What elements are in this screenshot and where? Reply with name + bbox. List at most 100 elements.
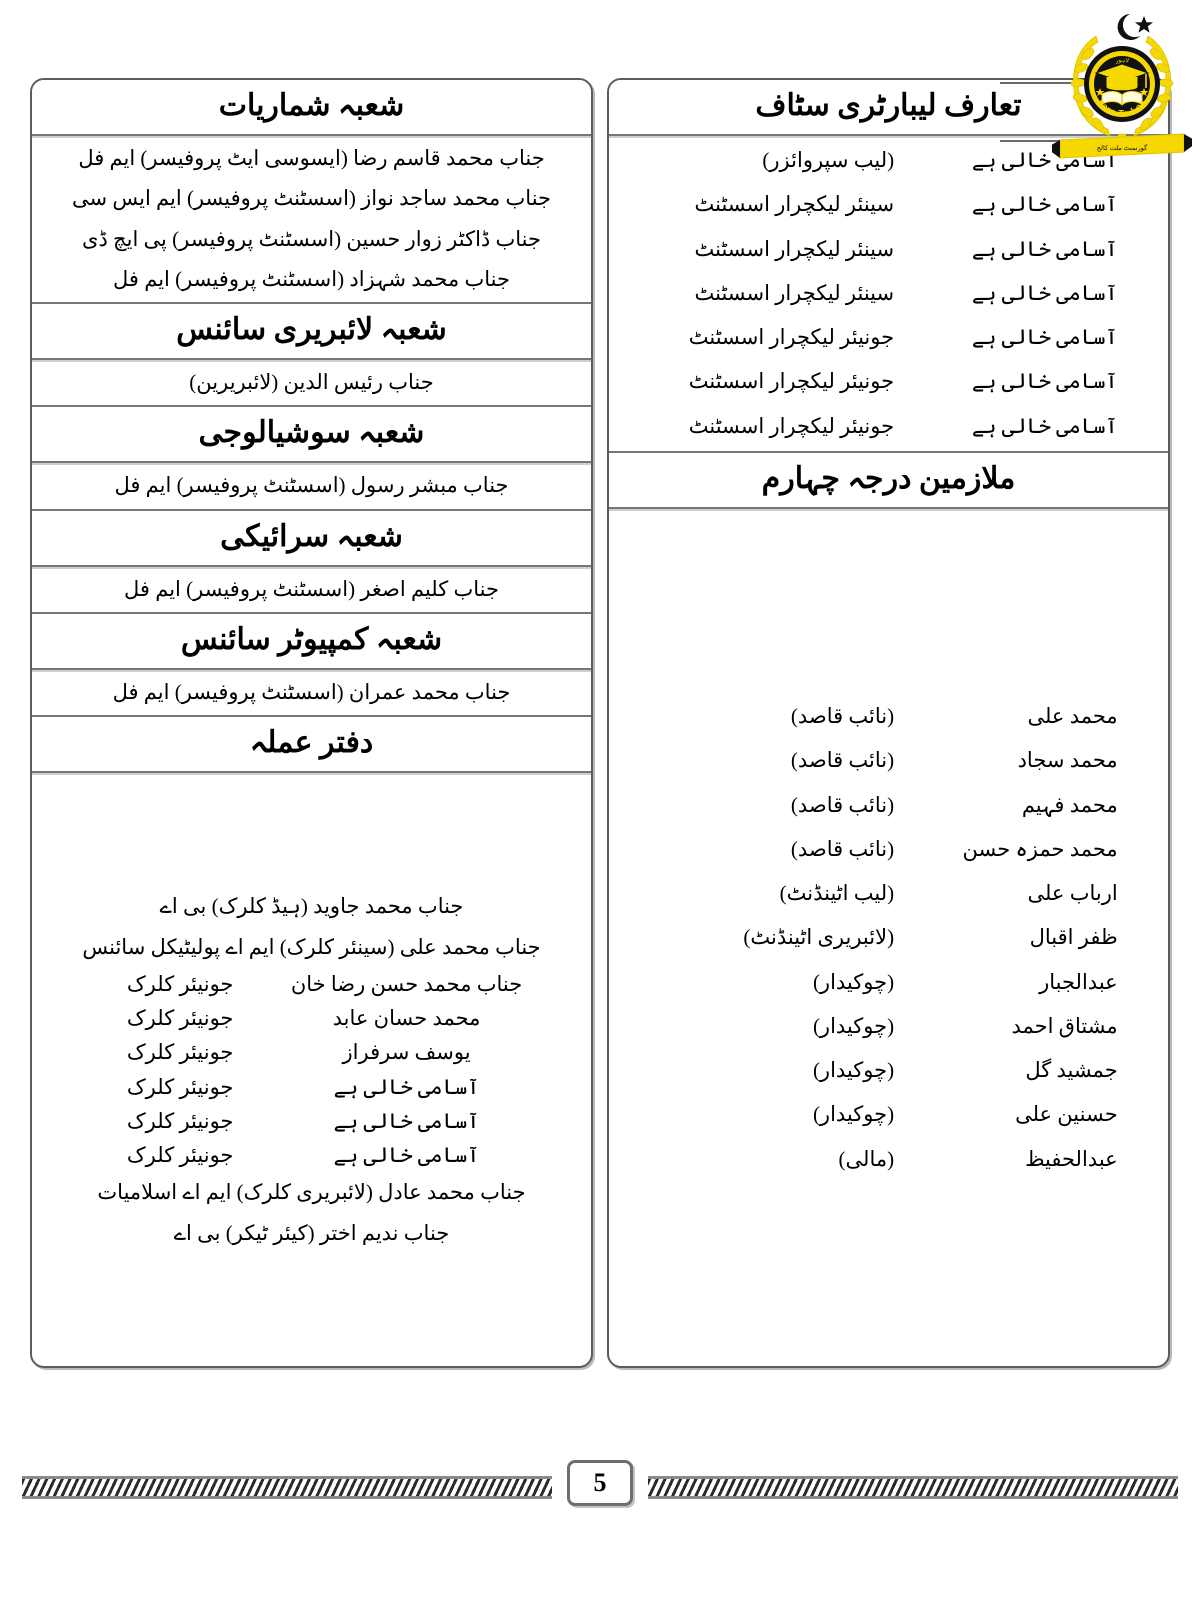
staff-designation: جونیئر کلرک — [126, 1074, 234, 1099]
faculty-line: جناب محمد عمران (اسسٹنٹ پروفیسر) ایم فل — [32, 672, 591, 712]
staff-row: محمد فہیم (نائب قاصد) — [609, 783, 1168, 827]
staff-name: محمد فہیم — [1021, 792, 1118, 817]
staff-name: عبدالحفیظ — [1025, 1146, 1118, 1171]
staff-row: آسامی خالی ہے سینئر لیکچرار اسسٹنٹ — [609, 182, 1168, 226]
faculty-text: جناب مبشر رسول (اسسٹنٹ پروفیسر) ایم فل — [114, 473, 509, 498]
faculty-line: جناب محمد ساجد نواز (اسسٹنٹ پروفیسر) ایم… — [32, 178, 591, 218]
section-heading-library-science: شعبہ لائبریری سائنس — [32, 302, 591, 360]
office-staff-row: جناب محمد حسن رضا خان جونیئر کلرک — [32, 967, 591, 1001]
faculty-text: جناب محمد شہزاد (اسسٹنٹ پروفیسر) ایم فل — [113, 266, 510, 291]
section-body-office-staff: جناب محمد جاوید (ہیڈ کلرک) بی اے جناب مح… — [32, 773, 591, 1366]
staff-name: محمد سجاد — [1017, 748, 1118, 773]
office-staff-line: جناب ندیم اختر (کیئر ٹیکر) بی اے — [32, 1213, 591, 1253]
graduation-cap-icon — [1094, 63, 1150, 92]
office-staff-line: جناب محمد جاوید (ہیڈ کلرک) بی اے — [32, 886, 591, 926]
faculty-text: جناب کلیم اصغر (اسسٹنٹ پروفیسر) ایم فل — [124, 576, 499, 601]
staff-designation: جونیئر کلرک — [126, 1143, 234, 1167]
staff-row: مشتاق احمد (چوکیدار) — [609, 1004, 1168, 1048]
staff-name: مشتاق احمد — [1011, 1013, 1118, 1038]
staff-designation: (لیب اٹینڈنٹ) — [779, 881, 895, 905]
staff-name: عبدالجبار — [1039, 969, 1118, 994]
right-column-departments: شعبہ شماریات جناب محمد قاسم رضا (ایسوسی … — [30, 78, 593, 1368]
faculty-line: جناب محمد شہزاد (اسسٹنٹ پروفیسر) ایم فل — [32, 259, 591, 299]
staff-row: محمد حمزہ حسن (نائب قاصد) — [609, 827, 1168, 871]
footer-hatch-right — [648, 1476, 1178, 1499]
office-staff-text: جناب ندیم اختر (کیئر ٹیکر) بی اے — [173, 1220, 450, 1245]
section-body-computer-science: جناب محمد عمران (اسسٹنٹ پروفیسر) ایم فل — [32, 670, 591, 714]
logo-banner: گورنمنٹ ملت کالج — [1052, 133, 1192, 159]
faculty-line: جناب محمد قاسم رضا (ایسوسی ایٹ پروفیسر) … — [32, 138, 591, 178]
office-staff-row: آسامی خالی ہے جونیئر کلرک — [32, 1104, 591, 1138]
staff-designation: جونیئر کلرک — [126, 1040, 234, 1065]
staff-name: حسنین علی — [1015, 1102, 1118, 1127]
staff-name: جناب محمد حسن رضا خان — [290, 971, 523, 996]
section-heading-computer-science: شعبہ کمپیوٹر سائنس — [32, 611, 591, 670]
logo-crest-text: لاہور — [1114, 57, 1130, 65]
staff-designation: (لیب سپروائزر) — [762, 148, 895, 172]
staff-designation: (چوکیدار) — [812, 1058, 895, 1082]
office-staff-row: محمد حسان عابد جونیئر کلرک — [32, 1001, 591, 1035]
section-heading-statistics: شعبہ شماریات — [32, 80, 591, 136]
staff-row: آسامی خالی ہے جونیئر لیکچرار اسسٹنٹ — [609, 315, 1168, 359]
logo-connector-line-top — [1000, 82, 1130, 84]
office-staff-line: جناب محمد عادل (لائبریری کلرک) ایم اے اس… — [32, 1172, 591, 1212]
section-heading-saraiki: شعبہ سرائیکی — [32, 508, 591, 567]
open-book-icon — [1101, 91, 1143, 106]
office-staff-line: جناب محمد علی (سینئر کلرک) ایم اے پولیٹی… — [32, 927, 591, 967]
staff-designation: سینئر لیکچرار اسسٹنٹ — [694, 192, 895, 217]
staff-designation: جونیئر کلرک — [126, 1006, 234, 1030]
staff-row: آسامی خالی ہے جونیئر لیکچرار اسسٹنٹ — [609, 404, 1168, 448]
staff-row: ارباب علی (لیب اٹینڈنٹ) — [609, 871, 1168, 915]
staff-row: آسامی خالی ہے سینئر لیکچرار اسسٹنٹ — [609, 227, 1168, 271]
faculty-text: جناب محمد ساجد نواز (اسسٹنٹ پروفیسر) ایم… — [71, 186, 552, 211]
footer-hatch-left — [22, 1476, 552, 1499]
staff-name: محمد حمزہ حسن — [962, 836, 1118, 861]
section-heading-sociology: شعبہ سوشیالوجی — [32, 405, 591, 464]
staff-row: جمشید گل (چوکیدار) — [609, 1048, 1168, 1092]
office-staff-text: جناب محمد جاوید (ہیڈ کلرک) بی اے — [159, 894, 464, 919]
wheat-wreath-icon — [1070, 35, 1174, 155]
staff-name: آسامی خالی ہے — [971, 236, 1118, 261]
section-body-class-four-employees: محمد علی (نائب قاصد) محمد سجاد (نائب قاص… — [609, 509, 1168, 1366]
staff-designation: سینئر لیکچرار اسسٹنٹ — [694, 280, 895, 305]
staff-row: آسامی خالی ہے جونیئر لیکچرار اسسٹنٹ — [609, 359, 1168, 403]
staff-name: محمد حسان عابد — [332, 1006, 481, 1030]
staff-designation: جونیئر لیکچرار اسسٹنٹ — [688, 413, 895, 438]
staff-row: عبدالحفیظ (مالی) — [609, 1137, 1168, 1181]
staff-designation: (لائبریری اٹینڈنٹ) — [743, 925, 895, 950]
staff-row: حسنین علی (چوکیدار) — [609, 1092, 1168, 1136]
faculty-line: جناب کلیم اصغر (اسسٹنٹ پروفیسر) ایم فل — [32, 569, 591, 609]
section-heading-class-four-employees: ملازمین درجہ چہارم — [609, 450, 1168, 509]
office-staff-text: جناب محمد علی (سینئر کلرک) ایم اے پولیٹی… — [82, 934, 541, 959]
office-staff-row: آسامی خالی ہے جونیئر کلرک — [32, 1138, 591, 1172]
staff-name: آسامی خالی ہے — [333, 1143, 480, 1167]
crescent-star-icon — [1117, 14, 1153, 40]
section-body-laboratory-staff: آسامی خالی ہے (لیب سپروائزر) آسامی خالی … — [609, 136, 1168, 450]
staff-designation: جونیئر کلرک — [126, 971, 234, 996]
page-footer: 5 — [0, 1454, 1200, 1514]
staff-name: آسامی خالی ہے — [333, 1108, 480, 1133]
two-column-layout: شعبہ شماریات جناب محمد قاسم رضا (ایسوسی … — [30, 78, 1170, 1368]
staff-name: آسامی خالی ہے — [971, 280, 1118, 305]
left-column-staff: تعارف لیبارٹری سٹاف آسامی خالی ہے (لیب س… — [607, 78, 1170, 1368]
staff-designation: جونیئر لیکچرار اسسٹنٹ — [688, 325, 895, 349]
staff-name: آسامی خالی ہے — [971, 369, 1118, 394]
svg-text:گورنمنٹ ملت کالج: گورنمنٹ ملت کالج — [1097, 143, 1148, 152]
section-body-saraiki: جناب کلیم اصغر (اسسٹنٹ پروفیسر) ایم فل — [32, 567, 591, 611]
staff-row: محمد سجاد (نائب قاصد) — [609, 738, 1168, 782]
faculty-text: جناب محمد قاسم رضا (ایسوسی ایٹ پروفیسر) … — [78, 146, 545, 170]
faculty-line: جناب ڈاکٹر زوار حسین (اسسٹنٹ پروفیسر) پی… — [32, 219, 591, 259]
faculty-text: جناب رئیس الدین (لائبریرین) — [189, 370, 434, 394]
staff-designation: (نائب قاصد) — [790, 748, 895, 773]
staff-name: ارباب علی — [1027, 881, 1118, 905]
section-body-sociology: جناب مبشر رسول (اسسٹنٹ پروفیسر) ایم فل — [32, 463, 591, 507]
office-staff-row: یوسف سرفراز جونیئر کلرک — [32, 1035, 591, 1069]
office-staff-text: جناب محمد عادل (لائبریری کلرک) ایم اے اس… — [97, 1180, 526, 1205]
staff-designation: جونیئر لیکچرار اسسٹنٹ — [688, 369, 895, 394]
staff-name: آسامی خالی ہے — [971, 192, 1118, 217]
staff-row: محمد علی (نائب قاصد) — [609, 694, 1168, 738]
staff-name: جمشید گل — [1025, 1058, 1118, 1082]
section-heading-office-staff: دفتر عملہ — [32, 715, 591, 773]
staff-name: آسامی خالی ہے — [333, 1074, 480, 1099]
